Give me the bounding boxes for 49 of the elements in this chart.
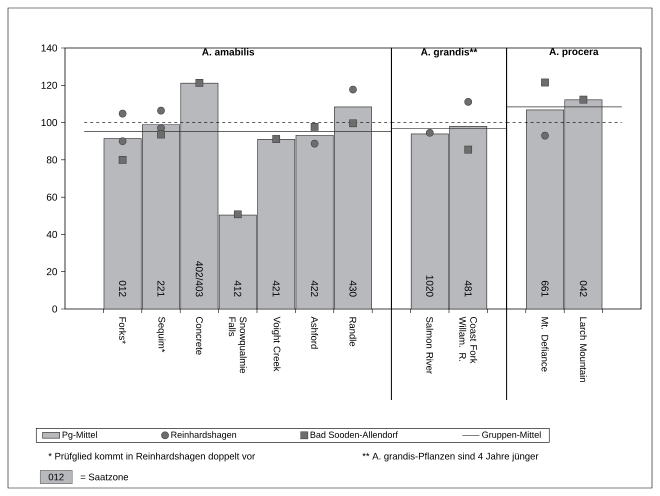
x-tick-label: Snowqualmie Falls — [228, 316, 247, 374]
y-tick-label: 0 — [52, 305, 58, 313]
y-tick-label: 140 — [42, 44, 58, 52]
legend-label: Gruppen-Mittel — [482, 431, 541, 440]
annotation: 1020 — [426, 276, 434, 297]
x-tick-label: Randle — [350, 317, 356, 346]
point — [234, 210, 242, 218]
text: = Saatzone — [80, 474, 128, 480]
x-tick-label: Voight Creek — [272, 316, 281, 372]
x-tick-label: Sequim* — [156, 316, 166, 352]
legend-label: Bad Sooden-Allendorf — [310, 431, 398, 438]
x-tick-label: Larch Mountain — [580, 317, 587, 382]
annotation: 421 — [272, 280, 280, 297]
x-tick-label: Concrete — [196, 317, 203, 355]
y-tick-label: 100 — [42, 119, 58, 126]
annotation: 412 — [234, 280, 242, 297]
chart-title: A. procera — [549, 48, 599, 58]
x-tick-label: Ashford — [311, 316, 318, 349]
annotation: 042 — [580, 280, 587, 297]
y-tick-label: 120 — [42, 82, 58, 89]
y-tick-label: 40 — [46, 230, 58, 238]
point — [310, 123, 318, 131]
annotation: 661 — [541, 280, 549, 297]
legend-label: Reinhardshagen — [171, 431, 236, 440]
point — [349, 119, 357, 128]
annotation: 221 — [158, 280, 164, 297]
chart-title: A. grandis** — [420, 48, 478, 58]
x-tick-label: Coast Fork Willam. R. — [459, 316, 478, 364]
legend-label: Pg-Mittel — [62, 431, 97, 440]
annotation: 422 — [311, 280, 318, 297]
x-tick-label: Forks* — [119, 317, 126, 344]
text: * Prüfglied kommt in Reinhardshagen doppelt vor — [48, 452, 256, 462]
annotation: 481 — [464, 280, 472, 297]
chart-title: A. amabilis — [202, 48, 254, 56]
annotation: 012 — [119, 280, 126, 297]
text: 012 — [48, 474, 64, 480]
y-tick-label: 80 — [46, 156, 58, 164]
point — [272, 135, 280, 143]
x-tick-label: Salmon River — [426, 316, 434, 374]
annotation: 430 — [349, 280, 357, 297]
y-tick-label: 20 — [46, 268, 58, 276]
text: ** A. grandis-Pflanzen sind 4 Jahre jünger — [362, 452, 538, 462]
point — [196, 79, 204, 87]
point — [157, 130, 165, 138]
point — [118, 156, 126, 164]
y-tick-label: 60 — [46, 194, 58, 201]
point — [118, 110, 126, 118]
annotation: 402/403 — [196, 261, 204, 297]
x-tick-label: Mt. Defiance — [542, 317, 548, 372]
